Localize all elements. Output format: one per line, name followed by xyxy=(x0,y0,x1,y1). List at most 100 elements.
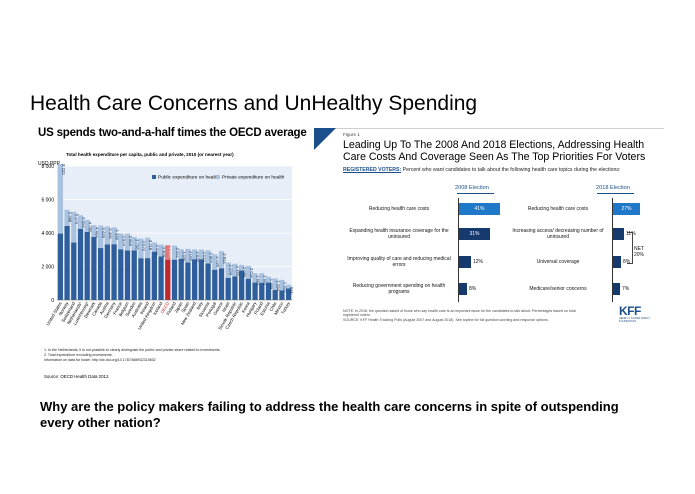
oecd-bar-public xyxy=(279,290,285,300)
oecd-bar-private xyxy=(111,227,117,245)
oecd-bar-private xyxy=(145,237,151,259)
oecd-bar-private xyxy=(279,279,285,291)
kff-bar xyxy=(613,203,640,215)
oecd-category-label: Greece xyxy=(212,301,224,316)
oecd-note-1: 1. In the Netherlands, it is not possibl… xyxy=(44,348,221,352)
oecd-bar-private xyxy=(265,276,272,283)
kff-chart-title: Leading Up To The 2008 And 2018 Election… xyxy=(343,139,645,163)
kff-bar-value: 8% xyxy=(623,259,631,265)
oecd-bar-public xyxy=(131,250,137,300)
oecd-bar-public xyxy=(198,259,204,300)
kff-bar xyxy=(613,283,620,295)
oecd-bar-public xyxy=(245,278,251,300)
kff-col-2018: 2018 Election xyxy=(596,185,630,191)
kff-subtitle-text: Percent who want candidates to talk abou… xyxy=(401,167,621,173)
oecd-y-tick-label: 8 000 xyxy=(41,164,54,170)
oecd-category-label: Poland xyxy=(253,301,264,316)
oecd-category-label: Mexico xyxy=(273,301,285,316)
oecd-chart-title: US spends two-and-a-half times the OECD … xyxy=(38,127,307,139)
kff-bar xyxy=(613,228,624,240)
kff-bar xyxy=(459,256,471,268)
oecd-note-2: 2. Total expenditure excluding investmen… xyxy=(44,353,113,357)
oecd-bar-public xyxy=(265,282,272,300)
kff-note-line-3: SOURCE: KFF Health Tracking Polls (Augus… xyxy=(343,317,549,322)
kff-bar-value: 12% xyxy=(473,259,484,265)
oecd-total-label: 916 xyxy=(289,287,294,295)
oecd-category-label: Austria xyxy=(99,301,110,316)
oecd-bar-private xyxy=(171,245,178,260)
kff-bar-value: 8% xyxy=(469,286,477,292)
oecd-bar-public xyxy=(252,282,258,300)
oecd-bar-private xyxy=(218,251,225,269)
oecd-bar-public xyxy=(286,288,292,300)
oecd-bar-public xyxy=(98,248,104,300)
oecd-category-label: Japan xyxy=(173,301,184,314)
oecd-bar-private xyxy=(205,250,211,264)
oecd-category-label: Turkey xyxy=(280,300,291,315)
oecd-chart-subtitle: Total health expenditure per capita, pub… xyxy=(66,152,234,157)
oecd-category-label: Ireland xyxy=(139,301,150,316)
oecd-bar-public xyxy=(64,225,70,300)
kff-logo-letters: KFF xyxy=(619,304,641,318)
oecd-bar-public xyxy=(171,259,178,300)
oecd-category-label: OECD xyxy=(159,301,170,314)
kff-bar xyxy=(459,228,490,240)
oecd-bar-private xyxy=(118,233,124,250)
oecd-bar-public xyxy=(218,268,225,300)
oecd-total-label: 1 389 xyxy=(269,279,274,290)
kff-net-bracket xyxy=(627,232,633,264)
oecd-bar-public xyxy=(91,236,97,300)
oecd-y-tick-label: 0 xyxy=(51,298,54,304)
oecd-bar-public xyxy=(158,256,164,300)
oecd-bar-public xyxy=(71,242,77,300)
oecd-legend-label: Private expenditure on health xyxy=(222,175,285,181)
oecd-bar-private xyxy=(225,262,231,279)
oecd-total-label: 3 056 xyxy=(188,251,193,262)
kff-bar xyxy=(613,256,621,268)
oecd-total-label: 4 786 xyxy=(88,222,93,233)
oecd-total-label: 3 670 xyxy=(141,241,146,252)
oecd-total-label: 5 056 xyxy=(81,217,86,228)
oecd-bar-private xyxy=(259,273,265,283)
kff-subtitle-registered: REGISTERED VOTERS: xyxy=(343,167,402,173)
oecd-bar-public xyxy=(151,251,157,300)
oecd-total-label: 3 969 xyxy=(128,236,133,247)
oecd-bar-private xyxy=(91,225,97,237)
oecd-bar-public xyxy=(145,258,151,300)
oecd-bar-private xyxy=(84,219,90,232)
kff-note-line-1: NOTE: In 2018, the question asked of tho… xyxy=(343,309,576,313)
oecd-bar-public xyxy=(111,244,117,300)
oecd-bar-public xyxy=(259,282,265,300)
oecd-bar-private xyxy=(178,249,184,259)
oecd-bar-private xyxy=(272,278,278,290)
kff-figure-label: Figure 1 xyxy=(343,132,360,137)
kff-row-label: Increasing access/ decreasing number of … xyxy=(512,228,604,240)
oecd-category-label: Israel xyxy=(221,301,231,313)
oecd-bar-private xyxy=(286,284,292,289)
oecd-total-label: 2 165 xyxy=(235,266,240,277)
oecd-category-label: Spain xyxy=(180,301,190,314)
oecd-total-label: 3 012 xyxy=(202,252,207,263)
kff-priorities-chart: Figure 1 Leading Up To The 2008 And 2018… xyxy=(314,128,664,330)
oecd-category-label: France xyxy=(112,301,123,316)
oecd-total-label: 3 974 xyxy=(121,235,126,246)
kff-bar xyxy=(459,203,500,215)
oecd-legend-label: Public expenditure on health xyxy=(158,175,219,181)
kff-title-line-2: Care Costs And Coverage Seen As The Top … xyxy=(343,151,646,163)
oecd-bar-public xyxy=(185,262,191,300)
oecd-category-label: Italy xyxy=(195,300,204,310)
oecd-bar-public xyxy=(84,231,90,300)
oecd-y-unit: USD PPP xyxy=(38,161,60,167)
kff-bar-value: 27% xyxy=(621,206,632,212)
oecd-total-label: 4 338 xyxy=(115,229,120,240)
oecd-note-3: Information on data for Israel: http://d… xyxy=(44,358,156,362)
oecd-bar-public xyxy=(138,258,144,300)
oecd-total-label: 8 233 xyxy=(61,164,66,175)
oecd-total-label: 3 718 xyxy=(148,240,153,251)
oecd-total-label: 2 728 xyxy=(215,256,220,267)
kff-row-label: Reducing health care costs xyxy=(527,206,589,212)
oecd-bar-private xyxy=(192,249,198,260)
oecd-bar-public xyxy=(239,270,245,300)
oecd-bar-private xyxy=(98,225,104,249)
